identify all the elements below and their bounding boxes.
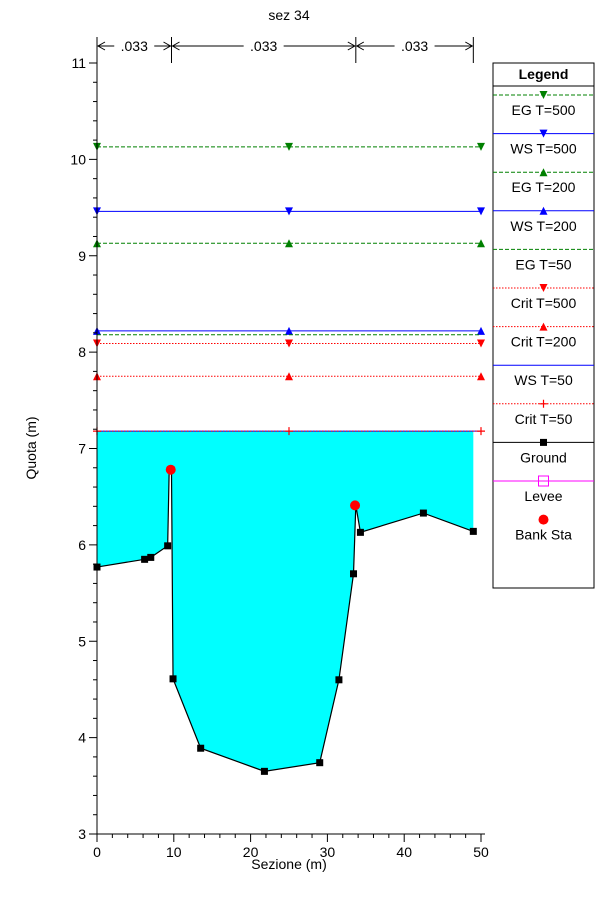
legend-swatch-marker [538, 475, 549, 487]
y-tick-label: 5 [78, 633, 86, 649]
legend-entry-label: WS T=500 [510, 141, 576, 157]
legend-swatch-marker [539, 168, 548, 177]
ground-point-9 [335, 676, 343, 684]
ground-point-13 [469, 527, 477, 535]
legend-entry-label: EG T=200 [512, 179, 576, 195]
level-marker-2-3 [477, 207, 485, 216]
legend-entry-label: Crit T=500 [511, 295, 577, 311]
legend-entry-label: Levee [524, 488, 562, 504]
level-marker-3-2 [285, 239, 293, 248]
level-marker-3-3 [477, 239, 485, 248]
y-tick-label: 11 [71, 55, 86, 71]
manning-arrow-left [355, 41, 365, 51]
manning-n-label: .033 [401, 38, 428, 54]
level-marker-7-3 [477, 372, 485, 381]
bank-station-2 [350, 500, 361, 511]
manning-arrow-right [163, 41, 172, 51]
x-axis-label: Sezione (m) [251, 856, 326, 872]
x-tick-label: 40 [396, 844, 412, 860]
manning-arrow-left [171, 41, 180, 51]
legend-swatch-marker [540, 438, 547, 446]
water-area [97, 431, 474, 772]
ground-point-7 [260, 767, 268, 775]
ground-line [96, 469, 474, 772]
legend-swatch-marker [539, 322, 548, 331]
level-marker-4-3 [477, 326, 485, 335]
level-marker-9-3 [477, 427, 485, 436]
y-tick-label: 8 [78, 344, 86, 360]
legend-entry-label: EG T=50 [515, 256, 571, 272]
ground-point-6 [197, 744, 205, 752]
ground-point-11 [356, 528, 364, 536]
ground-point-3 [147, 553, 155, 561]
y-tick-label: 7 [78, 441, 86, 457]
level-marker-2-2 [285, 207, 293, 216]
manning-arrow-right [465, 41, 474, 51]
legend-entry-label: Ground [520, 449, 567, 465]
x-tick-label: 0 [93, 844, 101, 860]
ground-point-12 [419, 509, 427, 517]
legend-swatch-marker [539, 399, 548, 408]
manning-n-annotations: .033 .033 .033 [96, 37, 474, 63]
ground-point-8 [316, 759, 324, 767]
legend-entry-label: Crit T=200 [511, 334, 577, 350]
level-marker-4-2 [285, 326, 293, 335]
x-tick-label: 10 [166, 844, 182, 860]
y-tick-label: 6 [78, 537, 86, 553]
legend-swatch-marker [539, 91, 548, 99]
level-marker-1-2 [285, 142, 293, 151]
legend-entry-label: EG T=500 [512, 102, 576, 118]
ground-point-2 [141, 555, 149, 563]
legend: Legend EG T=500 WS T=500 EG T=200 WS T=200 E… [492, 62, 595, 589]
y-tick-label: 9 [78, 248, 86, 264]
ground-point-10 [350, 570, 358, 578]
axes: 3 4 5 6 7 8 9 10 11 0 10 20 30 40 50 [70, 55, 489, 860]
legend-swatch-marker [538, 514, 549, 525]
legend-entry-label: Bank Sta [515, 527, 572, 543]
ground-point-4 [164, 542, 172, 550]
level-marker-9-2 [285, 427, 293, 436]
y-axis-label: Quota (m) [23, 416, 39, 479]
manning-arrow-left [96, 41, 106, 51]
legend-entry-label: Crit T=50 [515, 411, 573, 427]
legend-swatch-marker [539, 129, 548, 138]
level-marker-6-2 [285, 339, 293, 348]
y-tick-label: 10 [70, 151, 86, 167]
x-tick-label: 30 [320, 844, 336, 860]
level-marker-6-3 [477, 339, 485, 348]
manning-n-label: .033 [121, 38, 148, 54]
x-tick-label: 50 [473, 844, 489, 860]
plot-area [93, 142, 485, 775]
ground-point-5 [169, 675, 177, 683]
y-tick-label: 4 [78, 730, 86, 746]
manning-n-label: .033 [250, 38, 277, 54]
level-marker-1-3 [477, 142, 485, 151]
bank-station-1 [165, 464, 176, 475]
legend-entry-label: WS T=200 [510, 218, 576, 234]
level-marker-7-2 [285, 372, 293, 381]
legend-entry-label: WS T=50 [514, 372, 573, 388]
x-tick-label: 20 [243, 844, 259, 860]
legend-title: Legend [519, 66, 569, 82]
legend-swatch-marker [539, 206, 548, 215]
chart-title: sez 34 [268, 7, 309, 23]
y-tick-label: 3 [78, 826, 86, 842]
manning-arrow-right [347, 41, 356, 51]
legend-swatch-marker [539, 284, 548, 292]
